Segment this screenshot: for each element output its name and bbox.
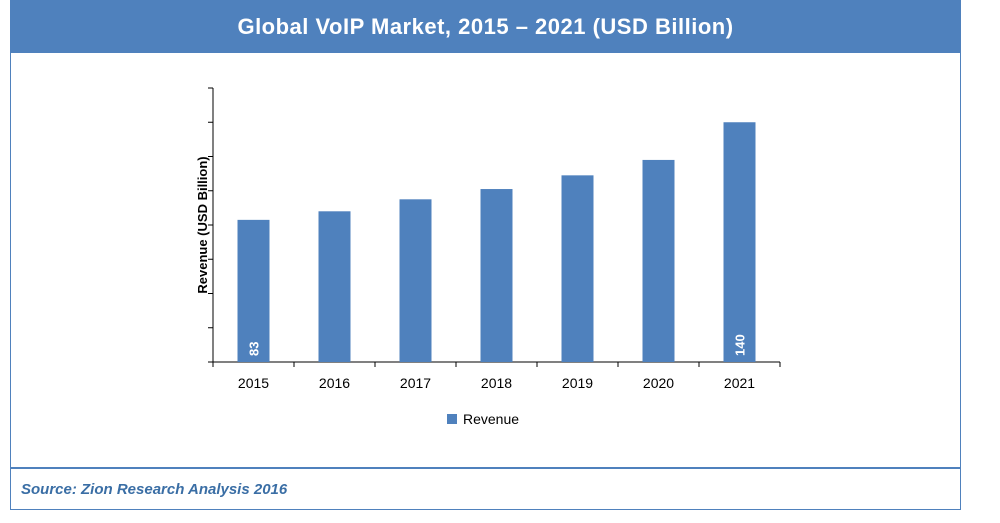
data-label: 83: [247, 342, 262, 356]
x-tick-label: 2015: [238, 375, 269, 391]
source-note: Source: Zion Research Analysis 2016: [21, 481, 288, 498]
bar-2020: [642, 159, 675, 362]
chart-title: Global VoIP Market, 2015 – 2021 (USD Bil…: [11, 1, 960, 53]
x-tick-label: 2020: [643, 375, 674, 391]
bars: 83 140: [237, 122, 756, 362]
y-ticks: [208, 87, 213, 363]
x-tick-label: 2021: [724, 375, 755, 391]
x-tick-label: 2016: [319, 375, 350, 391]
x-tick-label: 2019: [562, 375, 593, 391]
data-label: 140: [733, 334, 748, 356]
bar-2017: [399, 199, 432, 362]
y-axis-label: Revenue (USD Billion): [195, 156, 210, 293]
legend-label: Revenue: [463, 411, 519, 427]
bar-2015: [237, 219, 270, 362]
bar-2021: [723, 122, 756, 362]
x-tick-label: 2017: [400, 375, 431, 391]
source-divider: [11, 467, 960, 469]
x-ticks: 2015 2016 2017 2018 2019 2020 2021: [212, 362, 781, 391]
bar-2018: [480, 189, 513, 362]
bar-2019: [561, 175, 594, 362]
chart-frame: Global VoIP Market, 2015 – 2021 (USD Bil…: [10, 0, 961, 510]
x-tick-label: 2018: [481, 375, 512, 391]
legend-swatch: [447, 414, 457, 424]
bar-2016: [318, 211, 351, 362]
